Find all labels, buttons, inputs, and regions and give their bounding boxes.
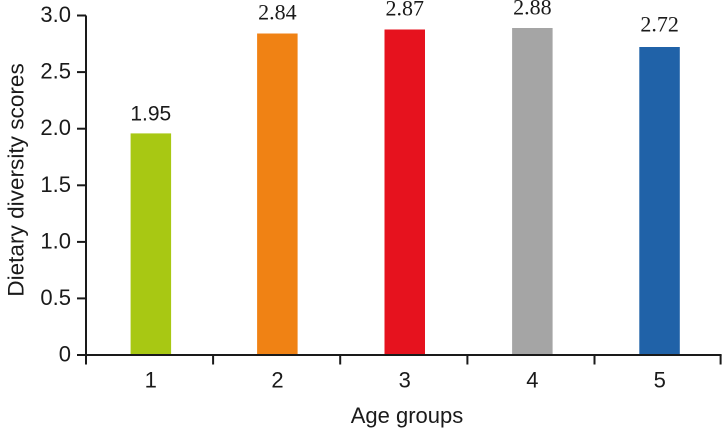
svg-text:2.5: 2.5 xyxy=(40,59,71,84)
svg-text:2: 2 xyxy=(271,368,283,393)
svg-text:2.88: 2.88 xyxy=(513,0,552,20)
svg-text:1.5: 1.5 xyxy=(40,172,71,197)
svg-text:2.72: 2.72 xyxy=(640,12,679,37)
svg-text:3.0: 3.0 xyxy=(40,2,71,27)
svg-text:1.0: 1.0 xyxy=(40,228,71,253)
svg-text:4: 4 xyxy=(526,368,538,393)
svg-text:Dietary diversity scores: Dietary diversity scores xyxy=(3,63,28,297)
svg-text:5: 5 xyxy=(654,368,666,393)
svg-text:Age groups: Age groups xyxy=(351,403,464,428)
svg-text:2.87: 2.87 xyxy=(385,0,424,21)
svg-text:0.5: 0.5 xyxy=(40,285,71,310)
svg-text:1: 1 xyxy=(145,368,157,393)
svg-text:2.84: 2.84 xyxy=(258,0,297,25)
svg-text:1.95: 1.95 xyxy=(130,103,171,126)
svg-text:2.0: 2.0 xyxy=(40,115,71,140)
svg-text:0: 0 xyxy=(59,342,71,367)
svg-text:3: 3 xyxy=(399,368,411,393)
